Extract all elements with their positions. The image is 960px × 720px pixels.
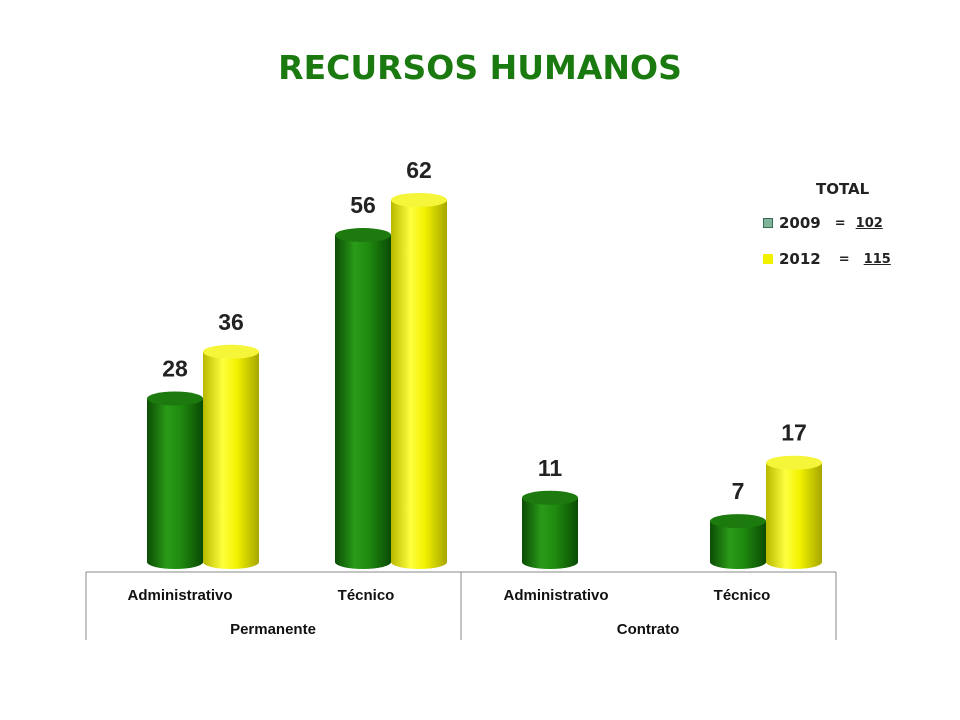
bar-2012-4 — [766, 455, 822, 569]
group-label-contrato: Contrato — [617, 621, 680, 638]
group-label-permanente: Permanente — [230, 621, 316, 638]
category-label-4: Técnico — [714, 587, 771, 604]
legend-label-2009: 2009 — [779, 214, 821, 232]
bar-2009-4 — [710, 514, 766, 569]
bar-2009-1 — [147, 391, 203, 569]
legend-swatch-2009 — [763, 218, 773, 228]
legend-equals-2012: = — [838, 251, 850, 267]
value-label-2009-1: 28 — [162, 356, 188, 382]
category-label-3: Administrativo — [503, 587, 608, 604]
category-label-1: Administrativo — [127, 587, 232, 604]
value-label-2009-4: 7 — [732, 478, 745, 504]
legend-total-2009: 102 — [855, 215, 883, 231]
legend-label-2012: 2012 — [779, 250, 821, 268]
bar-2012-1 — [203, 344, 259, 569]
bar-2009-3 — [522, 490, 578, 569]
value-label-2009-3: 11 — [538, 455, 563, 481]
value-label-2009-2: 56 — [350, 192, 376, 218]
legend-total-2012: 115 — [863, 251, 891, 267]
bar-2012-2 — [391, 193, 447, 569]
legend-equals-2009: = — [834, 215, 846, 231]
legend-item-2012: 2012 = 115 — [763, 250, 891, 268]
bar-2009-2 — [335, 228, 391, 569]
value-label-2012-2: 62 — [406, 157, 432, 183]
chart-title: RECURSOS HUMANOS — [278, 48, 682, 87]
legend-swatch-2012 — [763, 254, 773, 264]
legend-item-2009: 2009 = 102 — [763, 214, 883, 232]
category-label-2: Técnico — [338, 587, 395, 604]
value-label-2012-4: 17 — [781, 420, 807, 446]
legend-heading: TOTAL — [816, 180, 870, 198]
value-label-2012-1: 36 — [218, 309, 244, 335]
